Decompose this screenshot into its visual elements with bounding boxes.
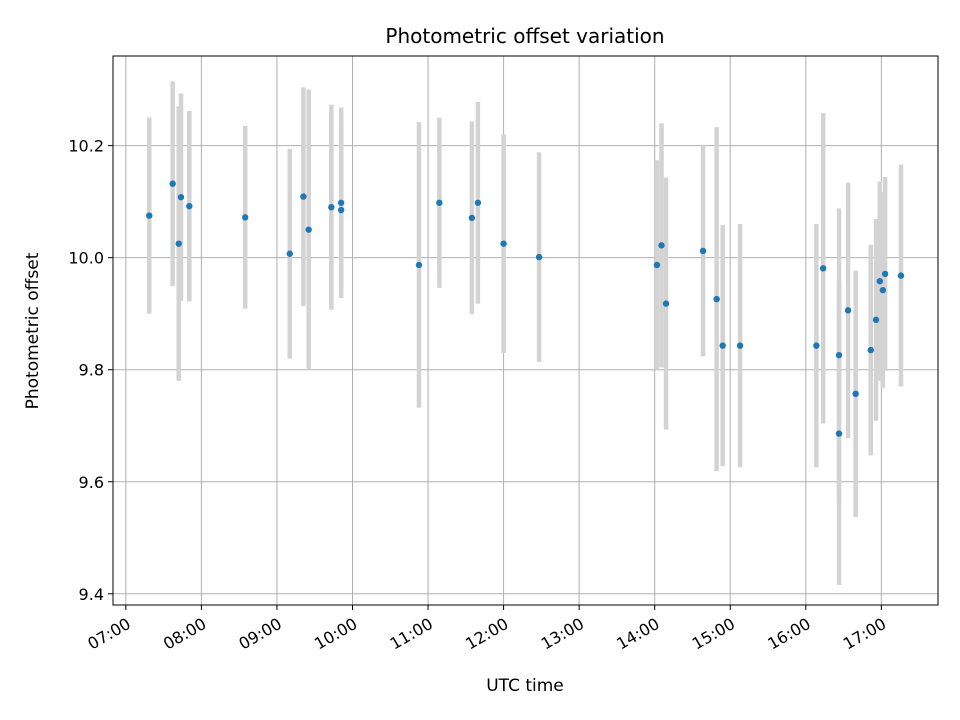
data-point	[175, 240, 182, 247]
data-point	[474, 199, 482, 206]
data-point	[186, 202, 193, 210]
data-point	[897, 272, 905, 279]
data-point	[337, 206, 345, 214]
data-point	[653, 261, 661, 269]
data-point	[177, 193, 185, 201]
data-point	[852, 390, 859, 398]
y-axis-ticks: 9.4 9.6 9.8 10.0 10.2	[68, 137, 113, 604]
data-point	[337, 199, 345, 206]
data-point	[699, 247, 707, 255]
y-tick-label: 9.4	[79, 585, 104, 604]
data-point	[813, 342, 820, 349]
x-axis-title: UTC time	[486, 676, 564, 696]
data-point	[169, 180, 176, 187]
data-point	[819, 265, 827, 272]
data-point	[415, 261, 423, 269]
y-tick-label: 9.6	[79, 473, 104, 492]
data-point	[468, 214, 476, 222]
data-point	[879, 286, 887, 294]
data-point	[844, 307, 852, 314]
data-point	[436, 199, 443, 206]
chart-title: Photometric offset variation	[385, 24, 664, 48]
data-point	[876, 278, 884, 285]
data-point	[146, 212, 153, 219]
data-point	[535, 253, 543, 261]
data-point	[736, 342, 744, 349]
data-point	[305, 226, 312, 233]
data-points	[146, 180, 905, 437]
data-point	[872, 316, 880, 324]
data-point	[867, 346, 874, 354]
data-point	[286, 250, 293, 257]
data-point	[658, 242, 665, 249]
data-point	[881, 270, 889, 278]
data-point	[835, 430, 843, 437]
y-tick-label: 10.2	[68, 137, 104, 156]
y-axis-title: Photometric offset	[23, 252, 43, 409]
data-point	[500, 240, 507, 247]
y-tick-label: 9.8	[79, 361, 104, 380]
data-point	[328, 204, 335, 211]
data-point	[719, 342, 726, 349]
data-point	[242, 214, 249, 221]
data-point	[713, 295, 720, 303]
data-point	[300, 193, 307, 200]
y-tick-label: 10.0	[68, 249, 104, 268]
plot-frame	[112, 55, 939, 606]
data-point	[835, 351, 843, 359]
data-point	[662, 300, 670, 307]
